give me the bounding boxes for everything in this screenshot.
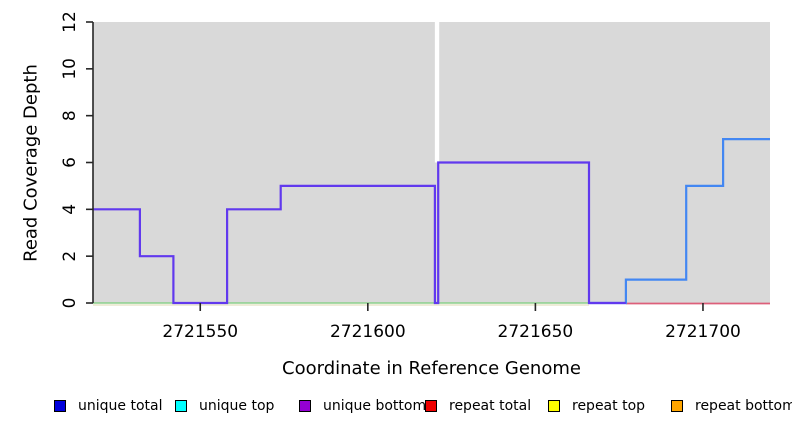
legend-label: unique top [199, 398, 275, 414]
legend-item-unique-bottom: unique bottom [299, 394, 426, 418]
legend-swatch-repeat-total [425, 400, 437, 412]
legend-label: repeat total [449, 398, 532, 414]
series-unique-bottom [93, 161, 626, 305]
legend-label: unique bottom [323, 398, 427, 414]
x-tick-label: 2721650 [498, 322, 574, 342]
y-tick-label: 8 [60, 110, 80, 121]
legend-item-unique-top: unique top [175, 394, 274, 418]
legend-swatch-repeat-bottom [671, 400, 683, 412]
legend-item-repeat-bottom: repeat bottom [671, 394, 792, 418]
legend-item-unique-total: unique total [54, 394, 162, 418]
legend-swatch-repeat-top [548, 400, 560, 412]
y-tick-label: 12 [60, 11, 80, 33]
legend-swatch-unique-total [54, 400, 66, 412]
legend-item-repeat-total: repeat total [425, 394, 531, 418]
y-tick-label: 10 [60, 58, 80, 80]
legend-swatch-unique-top [175, 400, 187, 412]
legend: unique total unique top unique bottom repea… [0, 394, 792, 424]
coverage-plot: 0 2 4 6 8 10 12 2721550 2721600 2721650 2721700 [60, 11, 770, 342]
x-tick-label: 2721600 [330, 322, 406, 342]
plot-background [93, 22, 770, 303]
series-unique-total [589, 138, 770, 305]
legend-item-repeat-top: repeat top [548, 394, 645, 418]
legend-label: repeat top [572, 398, 646, 414]
y-tick-label: 0 [60, 298, 80, 309]
x-axis-title: Coordinate in Reference Genome [282, 358, 581, 379]
y-tick-label: 6 [60, 157, 80, 168]
coverage-gap-stripe [434, 22, 440, 163]
x-tick-label: 2721700 [665, 322, 741, 342]
y-axis-title: Read Coverage Depth [20, 64, 42, 262]
legend-label: unique total [78, 398, 163, 414]
x-tick-label: 2721550 [162, 322, 238, 342]
y-tick-label: 2 [60, 251, 80, 262]
y-tick-label: 4 [60, 204, 80, 215]
legend-label: repeat bottom [695, 398, 792, 414]
legend-swatch-unique-bottom [299, 400, 311, 412]
